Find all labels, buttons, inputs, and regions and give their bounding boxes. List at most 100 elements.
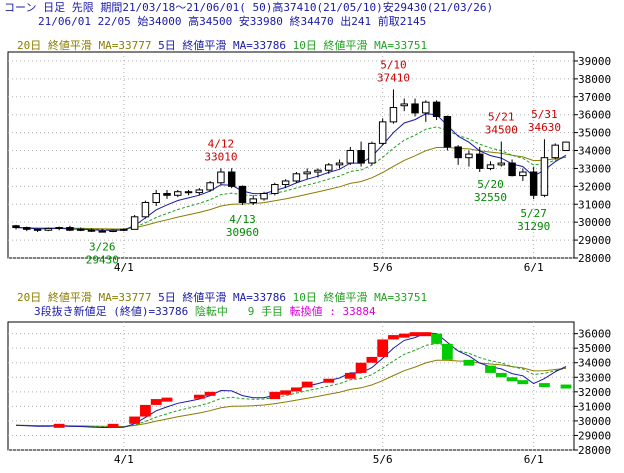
- top-legend: 20日 終値平滑 MA=33777 5日 終値平滑 MA=33786 10日 終…: [17, 39, 427, 52]
- tlb-brick: [517, 380, 529, 385]
- candle-body: [195, 189, 204, 194]
- candle-body: [130, 216, 139, 230]
- candle-body: [174, 191, 182, 196]
- candle-body: [422, 101, 430, 114]
- x-tick-label: 4/1: [114, 261, 134, 274]
- candle-body: [141, 201, 150, 218]
- candle-body: [281, 180, 290, 186]
- candle-body: [23, 227, 31, 230]
- candle-body: [303, 171, 311, 175]
- y-tick-label: 35000: [578, 342, 611, 355]
- annotation-low-date: 5/27: [520, 207, 547, 220]
- x-tick-label: 4/1: [114, 453, 134, 466]
- x-tick-label: 5/6: [373, 261, 393, 274]
- candle-body: [120, 228, 128, 231]
- annotation-high-value: 37410: [377, 71, 410, 84]
- candle-body: [33, 228, 42, 231]
- y-tick-label: 36000: [578, 109, 611, 122]
- candle-body: [87, 229, 96, 232]
- candle-body: [184, 191, 193, 194]
- candle-body: [163, 193, 171, 196]
- candle-body: [292, 173, 301, 182]
- chart-title: コーン 日足 先限 期間21/03/18～21/06/01( 50)高37410…: [4, 1, 494, 14]
- legend-ma20-bottom: 20日 終値平滑 MA=33777: [17, 291, 152, 304]
- y-tick-label: 34000: [578, 145, 611, 158]
- tlb-brick: [204, 391, 216, 396]
- legend-ma10-bottom: 10日 終値平滑 MA=33751: [292, 291, 428, 304]
- candle-body: [335, 162, 344, 166]
- candle-body: [378, 121, 387, 144]
- plot-frame-2: [7, 321, 575, 451]
- y-tick-label: 33000: [578, 162, 611, 175]
- tlb-brick: [441, 343, 453, 360]
- candle-body: [465, 153, 473, 159]
- y-tick-label: 37000: [578, 91, 611, 104]
- ma10-line-bottom: [15, 342, 567, 428]
- tlb-brick: [495, 372, 507, 378]
- tlb-brick: [409, 332, 421, 337]
- candle-body: [325, 164, 333, 171]
- y-tick-label: 30000: [578, 216, 611, 229]
- x-tick-label: 6/1: [524, 261, 544, 274]
- candle-body: [227, 171, 236, 187]
- candle-body: [55, 227, 63, 230]
- candle-body: [486, 164, 495, 169]
- candle-body: [109, 229, 117, 232]
- candle-body: [357, 150, 365, 164]
- candle-body: [368, 142, 376, 164]
- candle-body: [217, 171, 225, 184]
- annotation-low-value: 29430: [86, 253, 119, 266]
- candle-body: [44, 227, 53, 231]
- y-tick-label: 29000: [578, 234, 611, 247]
- candle-body: [508, 162, 516, 177]
- y-tick-label: 30000: [578, 415, 611, 428]
- candle-body: [206, 182, 214, 191]
- annotation-low-date: 5/20: [477, 178, 504, 191]
- annotation-high-date: 5/10: [380, 58, 407, 71]
- candle-body: [76, 228, 85, 231]
- tlb-brick: [301, 381, 313, 388]
- tlb-reversal-value: 転換値 : 33884: [289, 305, 376, 318]
- candle-body: [497, 162, 506, 166]
- annotation-high-date: 5/31: [531, 108, 558, 121]
- tlb-status: 陰転中: [194, 305, 228, 318]
- candle-body: [152, 193, 160, 203]
- tlb-brick: [129, 416, 141, 424]
- candle-body: [271, 184, 279, 195]
- y-tick-label: 34000: [578, 357, 611, 370]
- x-tick-label: 5/6: [373, 453, 393, 466]
- tlb-brick: [463, 359, 475, 366]
- tlb-step-count: 9 手目: [247, 305, 283, 318]
- three-line-break-info: 3段抜き新値足 (終値)=33786 陰転中 9 手目 転換値 : 33884: [34, 305, 376, 318]
- annotation-low-date: 4/13: [229, 213, 256, 226]
- y-tick-label: 32000: [578, 180, 611, 193]
- legend-ma10: 10日 終値平滑 MA=33751: [292, 39, 428, 52]
- tlb-brick: [344, 372, 356, 379]
- candle-body: [260, 193, 268, 200]
- tlb-brick: [539, 383, 550, 388]
- tlb-brick: [161, 397, 173, 402]
- legend-ma5-bottom: 5日 終値平滑 MA=33786: [158, 291, 286, 304]
- tlb-brick: [506, 377, 518, 382]
- tlb-brick: [377, 339, 389, 357]
- candle-body: [389, 107, 398, 123]
- annotation-low-value: 31290: [517, 220, 550, 233]
- candle-body: [551, 144, 559, 159]
- y-tick-label: 35000: [578, 127, 611, 140]
- legend-ma20: 20日 終値平滑 MA=33777: [17, 39, 152, 52]
- candle-body: [562, 141, 570, 152]
- candle-body: [346, 150, 355, 164]
- annotation-low-date: 3/26: [89, 240, 116, 253]
- y-tick-label: 28000: [578, 252, 611, 265]
- tlb-brick: [107, 423, 119, 428]
- candle-body: [12, 225, 20, 229]
- candle-body: [411, 103, 419, 114]
- y-tick-label: 28000: [578, 444, 611, 457]
- candle-body: [519, 171, 527, 177]
- candle-body: [238, 185, 247, 203]
- y-tick-label: 29000: [578, 429, 611, 442]
- ma5-line: [15, 113, 567, 231]
- tlb-brick: [485, 365, 496, 373]
- y-tick-label: 38000: [578, 73, 611, 86]
- latest-bar-info: 21/06/01 22/05 始34000 高34500 安33980 終344…: [38, 15, 427, 28]
